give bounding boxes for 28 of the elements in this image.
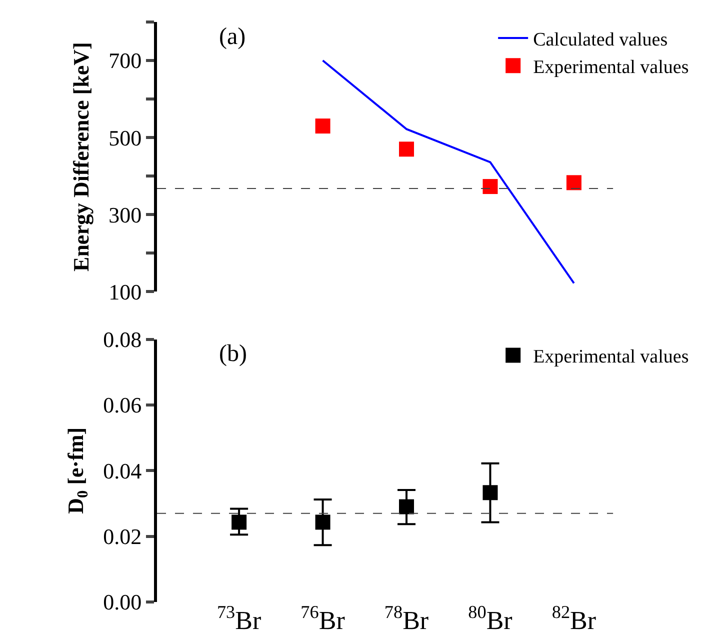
point (232, 514, 247, 530)
y-tick-label: 0.04 (103, 458, 142, 484)
x-tick-label: $^{82}$Br (552, 602, 596, 635)
point (315, 514, 330, 530)
x-tick-label: $^{78}$Br (384, 602, 429, 635)
x-tick-label: $^{80}$Br (468, 602, 513, 635)
annotation: (a) (219, 24, 246, 50)
x-tick-label: $^{76}$Br (300, 602, 346, 635)
y-tick-label: 0.08 (103, 326, 142, 352)
legend-label: Calculated values (533, 29, 668, 50)
annotation: (b) (219, 341, 247, 367)
point (482, 485, 498, 500)
legend-label: Experimental values (533, 346, 689, 368)
y-tick-label: 0.00 (103, 590, 142, 615)
x-tick-label: $^{73}$Br (216, 602, 262, 635)
y-tick-label: 500 (108, 125, 142, 150)
point (566, 175, 582, 190)
y-tick-label: 300 (108, 202, 142, 228)
y-tick-label: 700 (108, 48, 142, 74)
point (399, 499, 414, 514)
y-axis-title: Energy Difference [keV] (68, 42, 94, 272)
point (315, 118, 330, 134)
y-tick-label: 0.06 (103, 392, 142, 418)
y-tick-label: 0.02 (103, 524, 142, 550)
point (399, 142, 414, 157)
y-tick-label: 100 (108, 279, 142, 304)
point (482, 179, 498, 194)
legend-label: Experimental values (533, 57, 689, 78)
